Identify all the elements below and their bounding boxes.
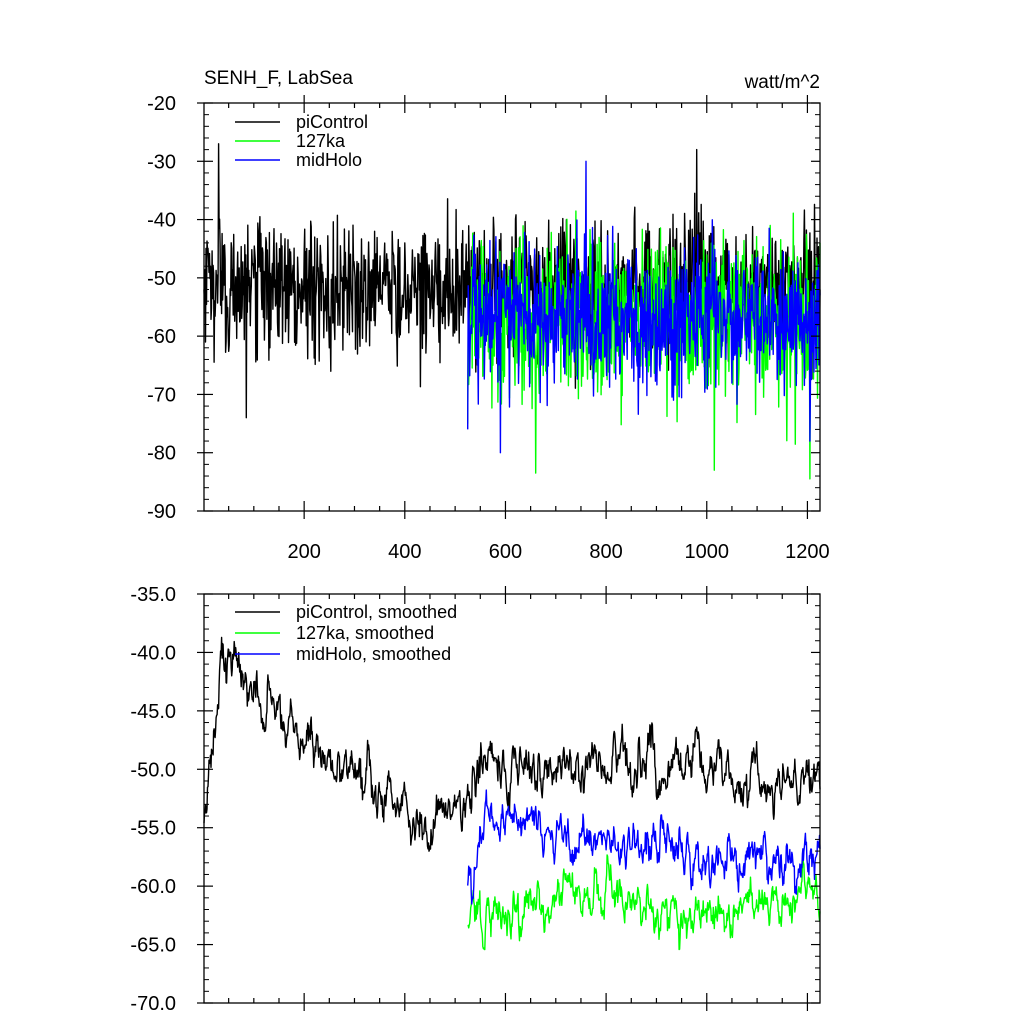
x-tick-label: 1000 bbox=[685, 541, 730, 563]
series-line bbox=[203, 636, 821, 852]
legend-label: piControl, smoothed bbox=[296, 602, 457, 622]
y-tick-label: -20 bbox=[147, 93, 176, 115]
legend-label: piControl bbox=[296, 112, 368, 132]
axis-layer: -90 -80 -70 -60 -50 -40 -30 -20 200 400 600 800 1000… bbox=[147, 93, 830, 563]
x-tick-label: 800 bbox=[589, 541, 622, 563]
legend-label: midHolo, smoothed bbox=[296, 644, 451, 664]
series-layer bbox=[203, 143, 821, 480]
x-tick-label: 200 bbox=[287, 541, 320, 563]
y-tick-label: -50.0 bbox=[130, 759, 176, 781]
axis-layer: -70.0 -65.0 -60.0 -55.0 -50.0 -45.0 -40.0 -35.0 bbox=[130, 584, 820, 1015]
y-tick-label: -55.0 bbox=[130, 818, 176, 840]
y-tick-label: -90 bbox=[147, 501, 176, 523]
legend-label: 127ka bbox=[296, 131, 346, 151]
y-tick-label: -50 bbox=[147, 268, 176, 290]
y-tick-label: -35.0 bbox=[130, 584, 176, 606]
series-line bbox=[467, 854, 821, 951]
y-tick-label: -70 bbox=[147, 384, 176, 406]
units-label: watt/m^2 bbox=[744, 72, 820, 93]
series-line bbox=[467, 789, 821, 905]
y-tick-label: -40.0 bbox=[130, 642, 176, 664]
series-line bbox=[467, 160, 821, 454]
y-tick-label: -45.0 bbox=[130, 701, 176, 723]
series-layer bbox=[203, 636, 821, 951]
y-tick-label: -65.0 bbox=[130, 935, 176, 957]
x-tick-label: 400 bbox=[388, 541, 421, 563]
plot-frame bbox=[203, 593, 821, 1004]
y-tick-label: -30 bbox=[147, 151, 176, 173]
y-tick-label: -60.0 bbox=[130, 876, 176, 898]
legend-label: 127ka, smoothed bbox=[296, 623, 434, 643]
series-line bbox=[467, 210, 821, 480]
bottom-panel: -70.0 -65.0 -60.0 -55.0 -50.0 -45.0 -40.0 -35.0… bbox=[130, 584, 821, 1015]
legend-label: midHolo bbox=[296, 150, 362, 170]
chart-title: SENH_F, LabSea bbox=[204, 68, 353, 89]
y-tick-label: -40 bbox=[147, 210, 176, 232]
x-tick-label: 1200 bbox=[785, 541, 830, 563]
top-panel: SENH_F, LabSea watt/m^2 -90-80-70-60-50-… bbox=[147, 68, 830, 563]
x-tick-label: 600 bbox=[489, 541, 522, 563]
plot-frame bbox=[203, 102, 821, 512]
y-tick-label: -60 bbox=[147, 326, 176, 348]
y-tick-label: -80 bbox=[147, 443, 176, 465]
y-tick-label: -70.0 bbox=[130, 993, 176, 1015]
